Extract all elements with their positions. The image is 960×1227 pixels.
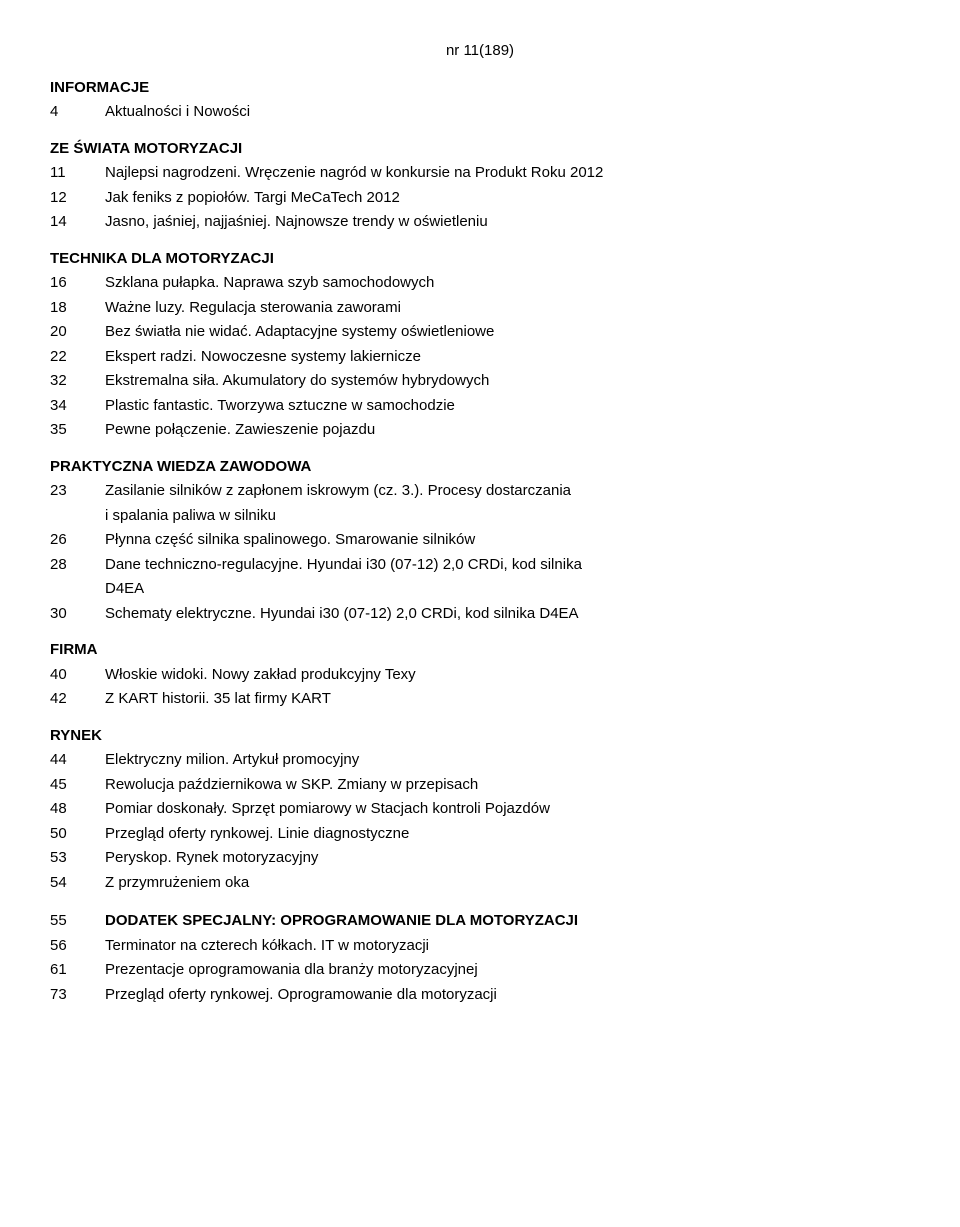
entry-page-number: 61 bbox=[50, 959, 105, 982]
entry-title: Terminator na czterech kółkach. IT w mot… bbox=[105, 935, 910, 958]
entry-title: Plastic fantastic. Tworzywa sztuczne w s… bbox=[105, 395, 910, 418]
entry-page-number: 48 bbox=[50, 798, 105, 821]
entry-page-number: 20 bbox=[50, 321, 105, 344]
toc-entry: 48Pomiar doskonały. Sprzęt pomiarowy w S… bbox=[50, 798, 910, 821]
entry-title: Dane techniczno-regulacyjne. Hyundai i30… bbox=[105, 554, 910, 577]
entry-title: Ekspert radzi. Nowoczesne systemy lakier… bbox=[105, 346, 910, 369]
entry-page-number: 53 bbox=[50, 847, 105, 870]
entry-title: Aktualności i Nowości bbox=[105, 101, 910, 124]
entry-title: Szklana pułapka. Naprawa szyb samochodow… bbox=[105, 272, 910, 295]
section-heading: INFORMACJE bbox=[50, 77, 910, 100]
entry-page-number: 40 bbox=[50, 664, 105, 687]
toc-content: INFORMACJE4Aktualności i Nowości ZE ŚWIAT… bbox=[50, 77, 910, 1007]
section-heading: TECHNIKA DLA MOTORYZACJI bbox=[50, 248, 910, 271]
entry-page-number: 42 bbox=[50, 688, 105, 711]
issue-number: nr 11(189) bbox=[50, 40, 910, 63]
toc-entry: 26Płynna część silnika spalinowego. Smar… bbox=[50, 529, 910, 552]
toc-entry: 44Elektryczny milion. Artykuł promocyjny bbox=[50, 749, 910, 772]
entry-page-number: 56 bbox=[50, 935, 105, 958]
toc-entry: 16Szklana pułapka. Naprawa szyb samochod… bbox=[50, 272, 910, 295]
entry-page-number: 14 bbox=[50, 211, 105, 234]
toc-entry: 22Ekspert radzi. Nowoczesne systemy laki… bbox=[50, 346, 910, 369]
entry-page-number: 34 bbox=[50, 395, 105, 418]
toc-entry: 30Schematy elektryczne. Hyundai i30 (07-… bbox=[50, 603, 910, 626]
entry-page-number: 12 bbox=[50, 187, 105, 210]
toc-entry: 54Z przymrużeniem oka bbox=[50, 872, 910, 895]
toc-entry: 56Terminator na czterech kółkach. IT w m… bbox=[50, 935, 910, 958]
section-heading: FIRMA bbox=[50, 639, 910, 662]
entry-page-number: 55 bbox=[50, 910, 105, 933]
entry-title: Elektryczny milion. Artykuł promocyjny bbox=[105, 749, 910, 772]
entry-title: Przegląd oferty rynkowej. Oprogramowanie… bbox=[105, 984, 910, 1007]
toc-entry: 28Dane techniczno-regulacyjne. Hyundai i… bbox=[50, 554, 910, 577]
toc-entry: 18Ważne luzy. Regulacja sterowania zawor… bbox=[50, 297, 910, 320]
entry-page-number: 18 bbox=[50, 297, 105, 320]
entry-title: Jak feniks z popiołów. Targi MeCaTech 20… bbox=[105, 187, 910, 210]
toc-entry: 14Jasno, jaśniej, najjaśniej. Najnowsze … bbox=[50, 211, 910, 234]
toc-entry: 35Pewne połączenie. Zawieszenie pojazdu bbox=[50, 419, 910, 442]
section-heading: RYNEK bbox=[50, 725, 910, 748]
entry-title: Przegląd oferty rynkowej. Linie diagnost… bbox=[105, 823, 910, 846]
entry-title: Z przymrużeniem oka bbox=[105, 872, 910, 895]
entry-title: Pewne połączenie. Zawieszenie pojazdu bbox=[105, 419, 910, 442]
entry-title: Zasilanie silników z zapłonem iskrowym (… bbox=[105, 480, 910, 503]
entry-page-number: 54 bbox=[50, 872, 105, 895]
entry-title: Bez światła nie widać. Adaptacyjne syste… bbox=[105, 321, 910, 344]
toc-entry: 61Prezentacje oprogramowania dla branży … bbox=[50, 959, 910, 982]
toc-entry: 53Peryskop. Rynek motoryzacyjny bbox=[50, 847, 910, 870]
entry-page-number: 45 bbox=[50, 774, 105, 797]
entry-page-number: 22 bbox=[50, 346, 105, 369]
entry-title: Ekstremalna siła. Akumulatory do systemó… bbox=[105, 370, 910, 393]
toc-entry: 73Przegląd oferty rynkowej. Oprogramowan… bbox=[50, 984, 910, 1007]
entry-title: Włoskie widoki. Nowy zakład produkcyjny … bbox=[105, 664, 910, 687]
entry-page-number: 32 bbox=[50, 370, 105, 393]
entry-title: Rewolucja październikowa w SKP. Zmiany w… bbox=[105, 774, 910, 797]
entry-page-number: 16 bbox=[50, 272, 105, 295]
section-spacer bbox=[50, 896, 910, 910]
entry-page-number: 30 bbox=[50, 603, 105, 626]
entry-title: Pomiar doskonały. Sprzęt pomiarowy w Sta… bbox=[105, 798, 910, 821]
toc-entry: 50Przegląd oferty rynkowej. Linie diagno… bbox=[50, 823, 910, 846]
entry-title-continuation: D4EA bbox=[50, 578, 910, 601]
entry-page-number: 26 bbox=[50, 529, 105, 552]
toc-entry: 32Ekstremalna siła. Akumulatory do syste… bbox=[50, 370, 910, 393]
toc-entry: 55DODATEK SPECJALNY: OPROGRAMOWANIE DLA … bbox=[50, 910, 910, 933]
entry-title: Z KART historii. 35 lat firmy KART bbox=[105, 688, 910, 711]
toc-entry: 23Zasilanie silników z zapłonem iskrowym… bbox=[50, 480, 910, 503]
entry-title: Peryskop. Rynek motoryzacyjny bbox=[105, 847, 910, 870]
entry-page-number: 73 bbox=[50, 984, 105, 1007]
entry-page-number: 11 bbox=[50, 162, 105, 185]
entry-title: DODATEK SPECJALNY: OPROGRAMOWANIE DLA MO… bbox=[105, 910, 910, 933]
toc-entry: 12Jak feniks z popiołów. Targi MeCaTech … bbox=[50, 187, 910, 210]
entry-page-number: 28 bbox=[50, 554, 105, 577]
entry-title: Płynna część silnika spalinowego. Smarow… bbox=[105, 529, 910, 552]
entry-title: Schematy elektryczne. Hyundai i30 (07-12… bbox=[105, 603, 910, 626]
entry-page-number: 35 bbox=[50, 419, 105, 442]
section-heading: PRAKTYCZNA WIEDZA ZAWODOWA bbox=[50, 456, 910, 479]
entry-title: Prezentacje oprogramowania dla branży mo… bbox=[105, 959, 910, 982]
section-heading: ZE ŚWIATA MOTORYZACJI bbox=[50, 138, 910, 161]
entry-title: Ważne luzy. Regulacja sterowania zaworam… bbox=[105, 297, 910, 320]
entry-title: Najlepsi nagrodzeni. Wręczenie nagród w … bbox=[105, 162, 910, 185]
entry-title: Jasno, jaśniej, najjaśniej. Najnowsze tr… bbox=[105, 211, 910, 234]
toc-entry: 34Plastic fantastic. Tworzywa sztuczne w… bbox=[50, 395, 910, 418]
entry-page-number: 50 bbox=[50, 823, 105, 846]
toc-entry: 20Bez światła nie widać. Adaptacyjne sys… bbox=[50, 321, 910, 344]
toc-entry: 42Z KART historii. 35 lat firmy KART bbox=[50, 688, 910, 711]
entry-page-number: 44 bbox=[50, 749, 105, 772]
toc-entry: 11Najlepsi nagrodzeni. Wręczenie nagród … bbox=[50, 162, 910, 185]
toc-entry: 4Aktualności i Nowości bbox=[50, 101, 910, 124]
toc-entry: 40Włoskie widoki. Nowy zakład produkcyjn… bbox=[50, 664, 910, 687]
entry-title-continuation: i spalania paliwa w silniku bbox=[50, 505, 910, 528]
entry-page-number: 23 bbox=[50, 480, 105, 503]
toc-entry: 45Rewolucja październikowa w SKP. Zmiany… bbox=[50, 774, 910, 797]
entry-page-number: 4 bbox=[50, 101, 105, 124]
